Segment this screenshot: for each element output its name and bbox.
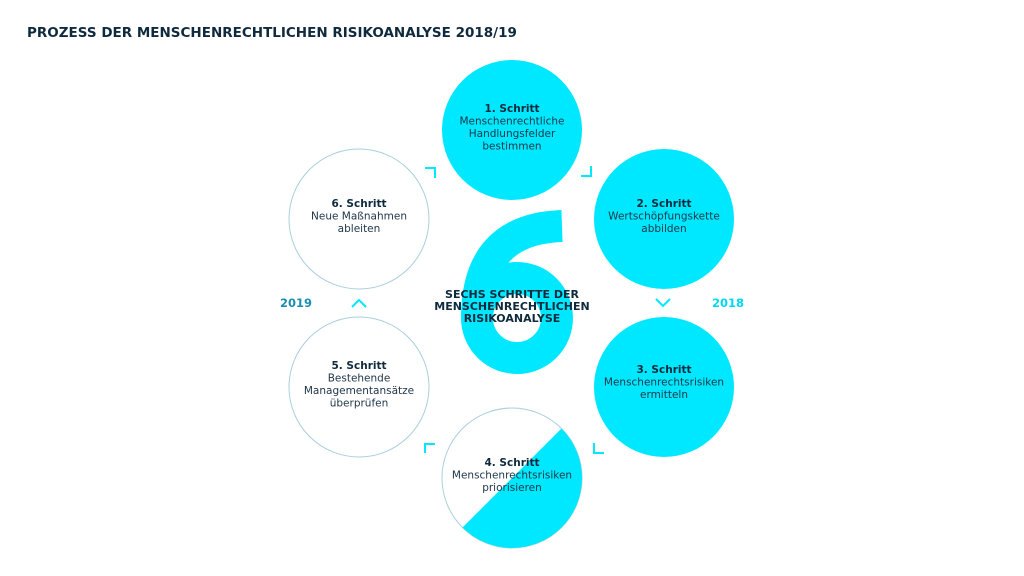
step-circle bbox=[594, 317, 734, 457]
step-label: 3. Schritt bbox=[636, 364, 691, 376]
step-description-line: priorisieren bbox=[482, 482, 542, 494]
page-title: PROZESS DER MENSCHENRECHTLICHEN RISIKOAN… bbox=[27, 25, 517, 41]
step-circle bbox=[288, 316, 430, 458]
chevron-down-icon bbox=[655, 298, 671, 308]
step-label: 6. Schritt bbox=[331, 198, 386, 210]
step-5: 5. SchrittBestehendeManagementansätzeübe… bbox=[288, 316, 430, 458]
step-4: 4. SchrittMenschenrechtsrisikenpriorisie… bbox=[441, 407, 583, 549]
bracket-icon bbox=[424, 443, 435, 453]
step-description-line: Handlungsfelder bbox=[469, 128, 556, 140]
step-label: 2. Schritt bbox=[636, 198, 691, 210]
bracket-icon bbox=[593, 443, 604, 454]
step-1: 1. SchrittMenschenrechtlicheHandlungsfel… bbox=[442, 60, 582, 200]
step-description-line: Bestehende bbox=[328, 373, 391, 385]
step-circle bbox=[594, 149, 734, 289]
step-circle bbox=[288, 148, 430, 290]
step-description-line: Neue Maßnahmen bbox=[311, 211, 407, 223]
chevron-up-icon bbox=[351, 298, 367, 308]
step-circle bbox=[442, 60, 582, 200]
center-line-1: SECHS SCHRITTE DER bbox=[445, 288, 579, 301]
step-description-line: Managementansätze bbox=[304, 385, 414, 397]
step-label: 1. Schritt bbox=[484, 103, 539, 115]
center-line-3: RISIKOANALYSE bbox=[464, 312, 561, 325]
step-description-line: Wertschöpfungskette bbox=[608, 211, 720, 223]
step-label: 4. Schritt bbox=[484, 457, 539, 469]
step-description-line: Menschenrechtsrisiken bbox=[604, 377, 724, 389]
step-description-line: ermitteln bbox=[640, 389, 688, 401]
step-description-line: Menschenrechtliche bbox=[460, 116, 565, 128]
step-half-fill bbox=[462, 428, 582, 548]
step-label: 5. Schritt bbox=[331, 360, 386, 372]
big-number-stem bbox=[461, 210, 564, 319]
step-description-line: ableiten bbox=[338, 223, 381, 235]
brackets bbox=[351, 166, 671, 454]
bracket-icon bbox=[581, 166, 592, 177]
step-description-line: abbilden bbox=[641, 223, 686, 235]
year-left: 2019 bbox=[280, 296, 312, 310]
bracket-icon bbox=[425, 167, 436, 178]
big-number-six-graphic bbox=[461, 210, 573, 374]
step-description-line: überprüfen bbox=[330, 398, 389, 410]
step-description-line: Menschenrechtsrisiken bbox=[452, 470, 572, 482]
year-right: 2018 bbox=[712, 296, 744, 310]
step-description-line: bestimmen bbox=[482, 141, 541, 153]
center-line-2: MENSCHENRECHTLICHEN bbox=[434, 300, 589, 313]
